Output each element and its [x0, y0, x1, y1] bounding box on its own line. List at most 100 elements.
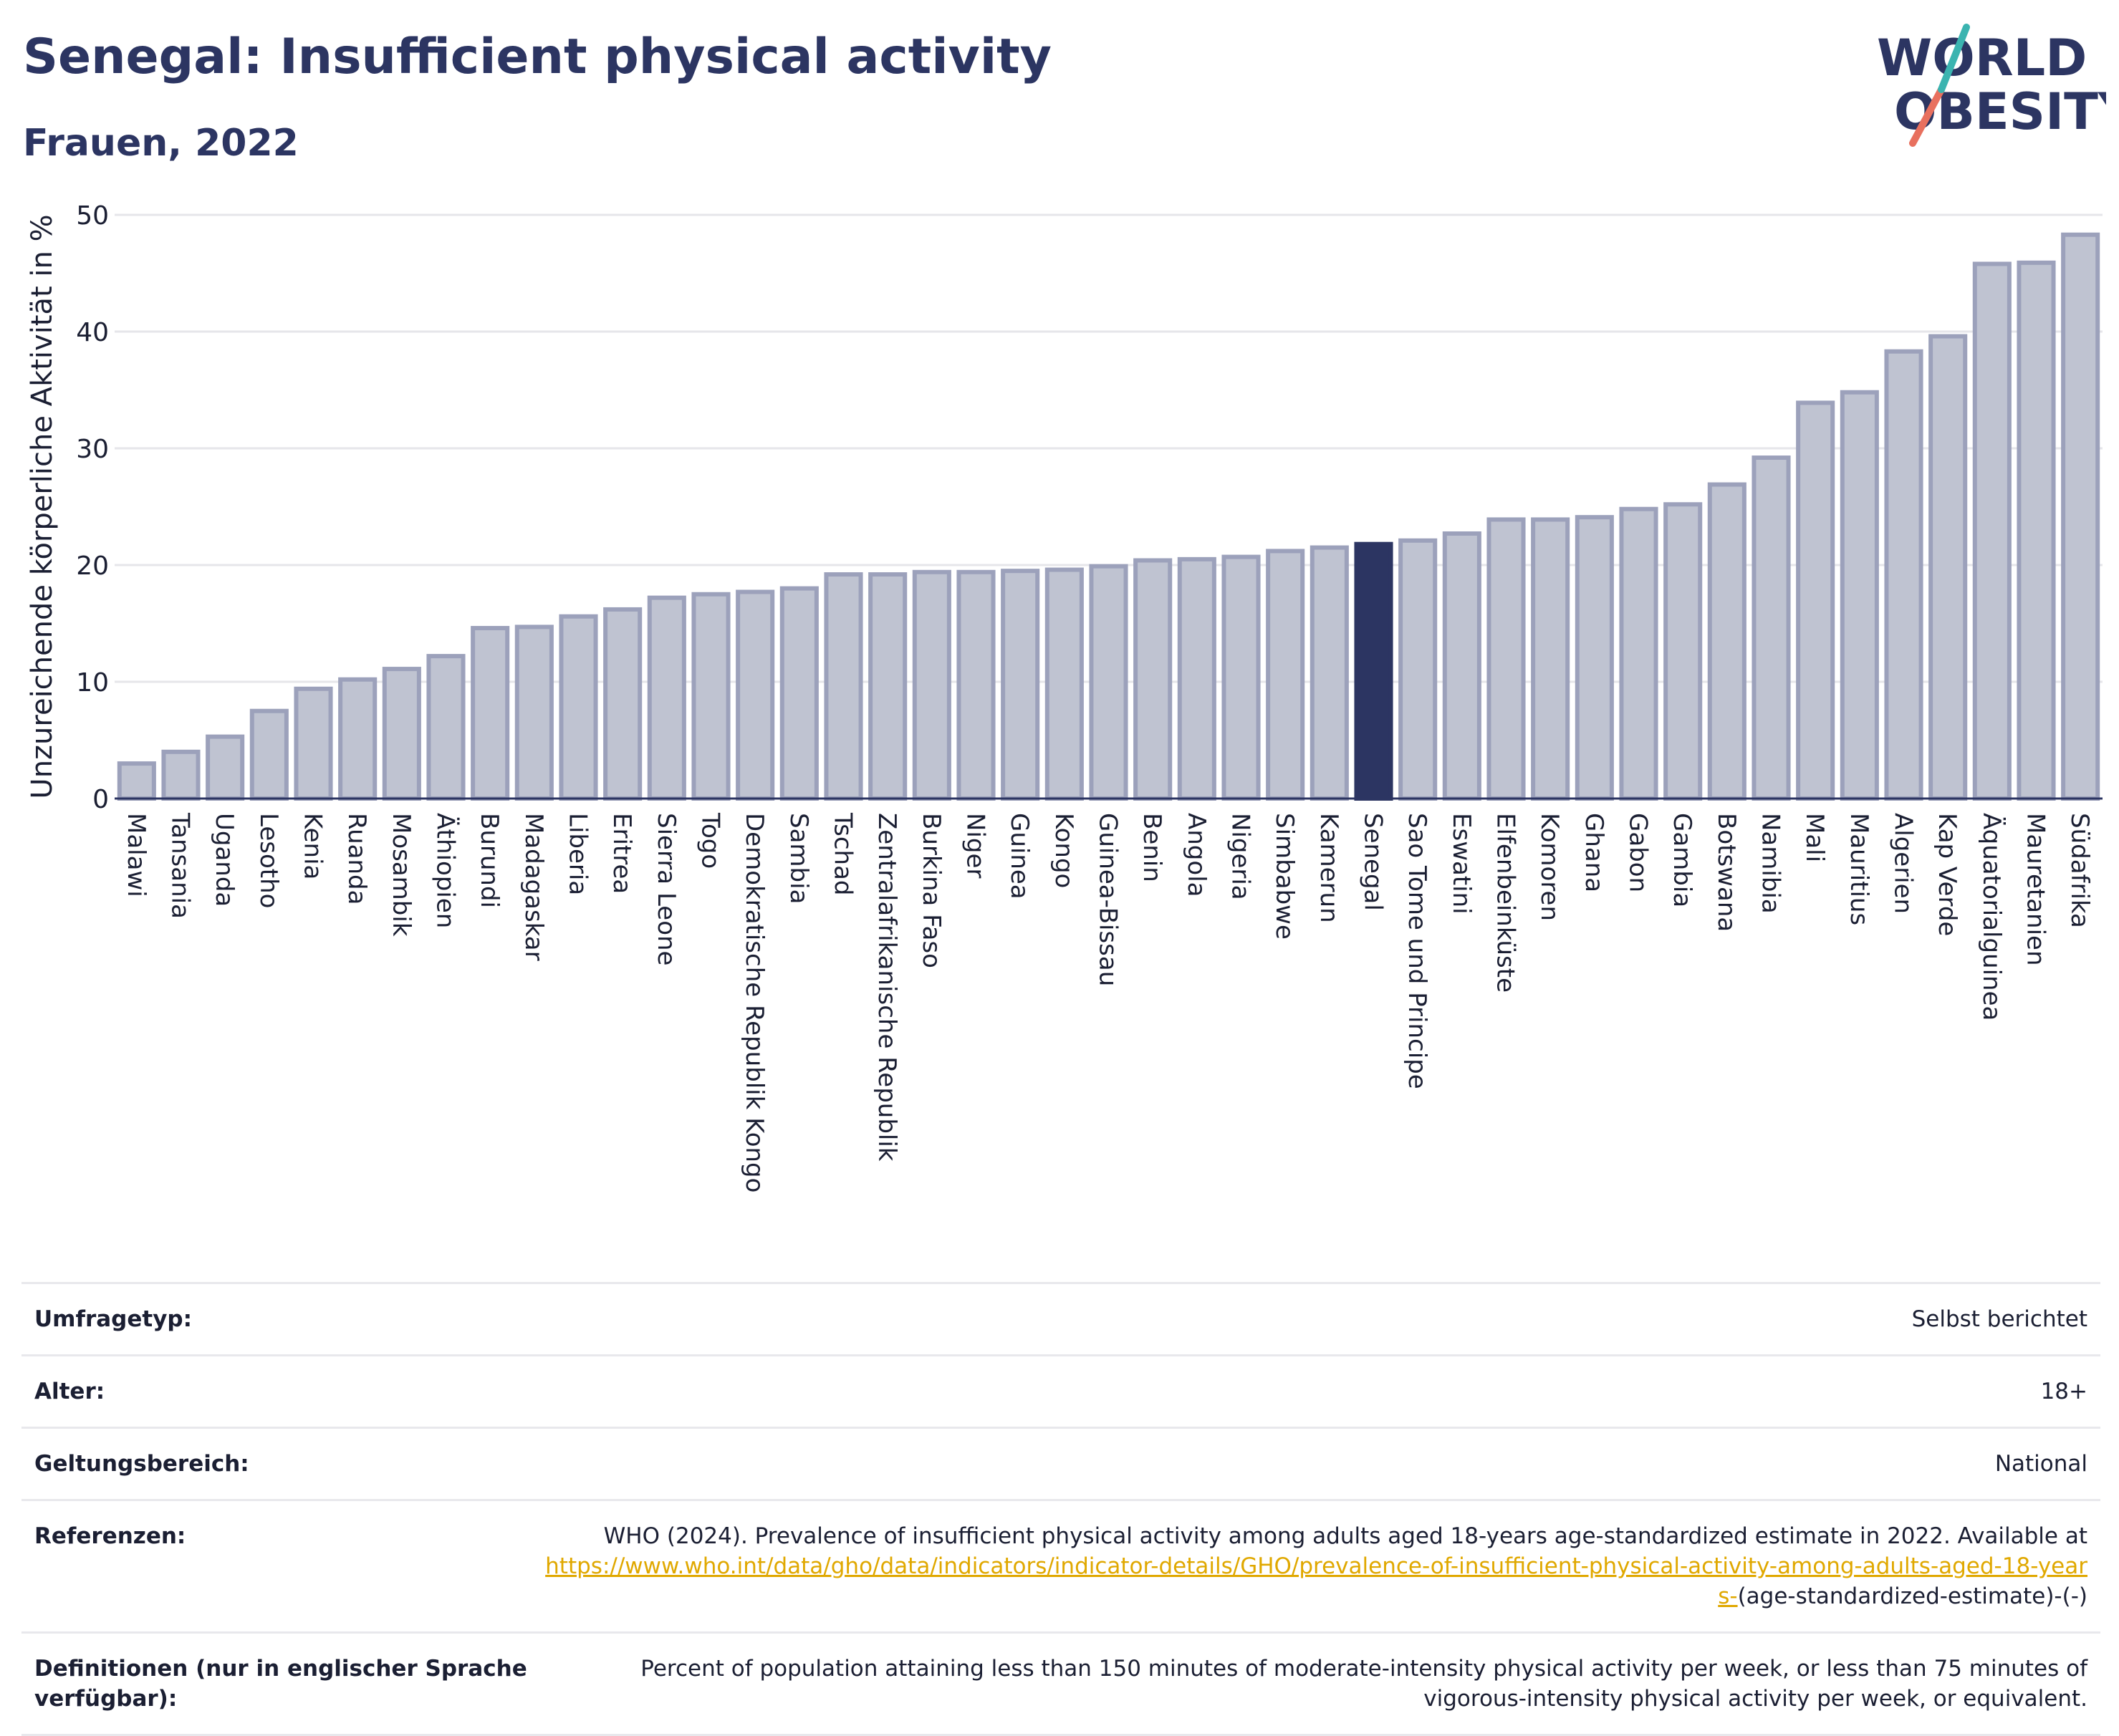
x-category-label: Sierra Leone — [652, 813, 681, 965]
bar — [117, 761, 156, 801]
bar — [1442, 531, 1481, 801]
references-label: Referenzen: — [34, 1523, 186, 1549]
bar — [2017, 260, 2056, 801]
x-category-label: Mauritius — [1845, 813, 1873, 925]
definitions-value: Percent of population attaining less tha… — [640, 1656, 2087, 1712]
bar — [1089, 564, 1128, 801]
bar — [514, 625, 554, 801]
bar — [647, 595, 686, 801]
scope-value: National — [1994, 1451, 2087, 1477]
bar — [603, 607, 643, 801]
x-category-label: Senegal — [1359, 813, 1388, 911]
x-category-label: Lesotho — [254, 813, 283, 908]
x-category-label: Sao Tome und Principe — [1403, 813, 1431, 1089]
bar — [1001, 569, 1040, 801]
chart-title: Senegal: Insufficient physical activity — [23, 29, 1052, 85]
x-category-label: Malawi — [122, 813, 150, 897]
x-category-label: Kamerun — [1315, 813, 1343, 923]
y-tick-label: 40 — [76, 318, 109, 347]
bar — [1928, 334, 1968, 801]
bar — [1796, 400, 1835, 801]
bar — [206, 734, 245, 801]
info-row-definitions: Definitionen (nur in englischer Sprache … — [21, 1631, 2100, 1736]
bar — [1486, 517, 1526, 801]
y-axis-ticks: 0 10 20 30 40 50 — [76, 201, 109, 814]
x-category-label: Mauretanien — [2022, 813, 2050, 966]
bar — [382, 667, 421, 801]
bars — [117, 232, 2100, 801]
bar — [1663, 502, 1703, 801]
x-category-label: Zentralafrikanische Republik — [873, 813, 901, 1162]
x-category-label: Eswatini — [1447, 813, 1476, 915]
y-tick-label: 20 — [76, 551, 109, 581]
bar — [868, 572, 908, 801]
references-link[interactable]: https://www.who.int/data/gho/data/indica… — [545, 1553, 2087, 1609]
references-value: WHO (2024). Prevalence of insufficient p… — [536, 1521, 2087, 1611]
info-row-survey: Umfragetyp: Selbst berichtet — [21, 1282, 2100, 1354]
world-obesity-logo: WORLD OBESITY — [1877, 24, 2106, 147]
x-category-label: Burkina Faso — [917, 813, 946, 968]
info-row-references: Referenzen: WHO (2024). Prevalence of in… — [21, 1499, 2100, 1631]
x-category-label: Äthiopien — [431, 813, 460, 928]
bar — [1531, 517, 1570, 801]
x-category-label: Mosambik — [387, 813, 415, 937]
x-category-label: Demokratische Republik Kongo — [740, 813, 769, 1192]
bar — [249, 708, 289, 801]
bar — [294, 686, 333, 801]
y-tick-label: 50 — [76, 201, 109, 231]
x-axis-labels: Malawi Tansania Uganda Lesotho Kenia Ruanda Mo… — [122, 812, 2094, 1192]
logo-line1: WORLD — [1877, 29, 2087, 87]
x-category-label: Gambia — [1668, 813, 1696, 907]
x-category-label: Guinea-Bissau — [1094, 813, 1123, 986]
x-category-label: Gabon — [1624, 813, 1653, 892]
x-category-label: Kongo — [1049, 813, 1078, 888]
x-category-label: Simbabwe — [1270, 813, 1299, 940]
bar — [779, 586, 819, 801]
x-category-label: Madagaskar — [519, 813, 548, 961]
scope-label: Geltungsbereich: — [34, 1451, 249, 1477]
bar-highlight — [1354, 541, 1393, 801]
info-table: Umfragetyp: Selbst berichtet Alter: 18+ … — [21, 1282, 2100, 1736]
x-category-label: Nigeria — [1226, 813, 1255, 900]
x-category-label: Guinea — [1005, 813, 1034, 900]
bar — [1840, 390, 1879, 801]
bar — [1972, 261, 2012, 801]
x-category-label: Eritrea — [607, 813, 636, 894]
x-category-label: Ghana — [1580, 813, 1608, 892]
bar — [1575, 515, 1614, 801]
bar — [471, 626, 510, 801]
bar — [691, 592, 731, 801]
y-axis-title: Unzureichende körperliche Aktivität in % — [26, 214, 59, 799]
x-category-label: Botswana — [1712, 813, 1741, 932]
bar — [736, 589, 775, 801]
bar — [824, 572, 863, 801]
references-text: WHO (2024). Prevalence of insufficient p… — [603, 1523, 2087, 1549]
x-category-label: Tansania — [166, 812, 195, 919]
x-category-label: Benin — [1138, 813, 1166, 882]
x-category-label: Südafrika — [2065, 813, 2094, 928]
bar — [956, 569, 996, 801]
x-category-label: Liberia — [564, 813, 592, 895]
bar — [1310, 545, 1349, 801]
x-category-label: Mali — [1800, 813, 1829, 862]
x-category-label: Algerien — [1889, 813, 1918, 914]
x-category-label: Burundi — [475, 813, 504, 908]
bar — [912, 569, 951, 801]
age-label: Alter: — [34, 1379, 105, 1404]
survey-type-value: Selbst berichtet — [1911, 1306, 2087, 1332]
x-category-label: Niger — [961, 813, 990, 878]
info-row-scope: Geltungsbereich: National — [21, 1427, 2100, 1499]
bar — [559, 614, 598, 801]
bar — [161, 749, 201, 801]
bar-chart: 0 10 20 30 40 50 Malawi Tansania Uganda Lesotho K… — [26, 201, 2103, 1192]
bar — [1752, 455, 1791, 801]
bar — [1177, 556, 1216, 801]
bar — [1044, 567, 1084, 801]
bar — [338, 677, 378, 801]
bar — [1619, 506, 1658, 801]
y-tick-label: 10 — [76, 668, 109, 698]
bar — [1266, 549, 1305, 801]
definitions-label: Definitionen (nur in englischer Sprache … — [34, 1656, 527, 1712]
x-category-label: Ruanda — [342, 813, 371, 905]
bar — [1398, 538, 1438, 801]
